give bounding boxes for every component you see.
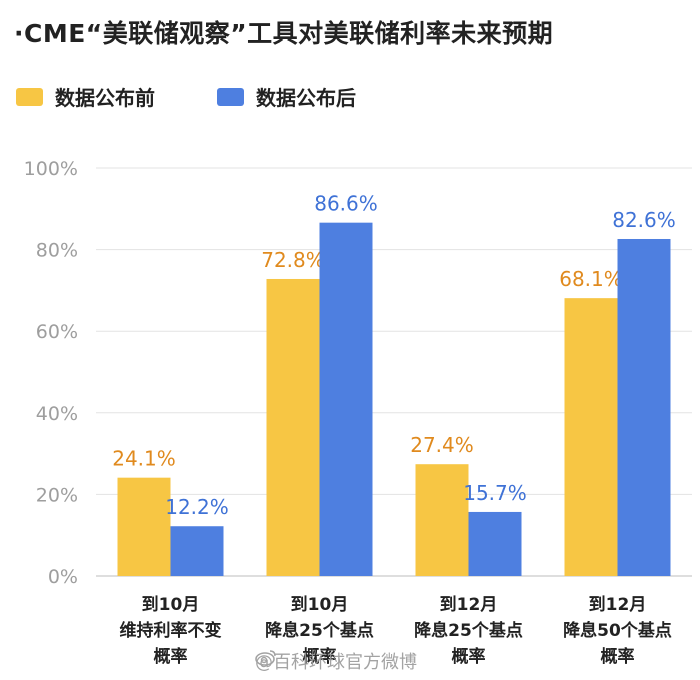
x-tick-label: 概率: [303, 646, 337, 667]
weibo-logo-icon: [255, 650, 276, 666]
x-tick-label: 概率: [154, 646, 188, 667]
legend-item-after: 数据公布后: [217, 82, 356, 111]
data-label: 68.1%: [559, 267, 623, 291]
data-label: 27.4%: [410, 433, 474, 457]
x-tick-label: 降息50个基点: [563, 620, 672, 641]
y-tick-label: 40%: [36, 403, 78, 425]
x-tick-label: 到12月: [589, 595, 647, 615]
chart-title: ·CME“美联储观察”工具对美联储利率未来预期: [14, 19, 554, 48]
bar: [617, 238, 671, 576]
x-tick-label: 到12月: [440, 595, 498, 615]
data-label: 12.2%: [165, 495, 229, 519]
x-tick-label: 到10月: [142, 595, 200, 615]
legend: 数据公布前 数据公布后: [16, 82, 418, 111]
data-label: 86.6%: [314, 192, 378, 216]
legend-label-before: 数据公布前: [55, 86, 155, 110]
y-tick-label: 80%: [36, 240, 78, 262]
bar: [117, 477, 171, 576]
y-tick-label: 100%: [24, 158, 78, 180]
bar: [170, 526, 224, 576]
bar: [468, 511, 522, 576]
x-tick-label: 降息25个基点: [265, 620, 374, 641]
y-tick-label: 20%: [36, 484, 78, 506]
y-tick-label: 60%: [36, 321, 78, 343]
data-label: 82.6%: [612, 208, 676, 232]
legend-label-after: 数据公布后: [256, 86, 356, 110]
data-label: 15.7%: [463, 481, 527, 505]
data-label: 72.8%: [261, 248, 325, 272]
bar: [266, 278, 320, 576]
bar: [319, 222, 373, 576]
x-tick-label: 维持利率不变: [120, 620, 222, 641]
legend-item-before: 数据公布前: [16, 82, 155, 111]
x-tick-label: 概率: [601, 646, 635, 667]
legend-swatch-after: [217, 87, 244, 106]
x-tick-label: 降息25个基点: [414, 620, 523, 641]
x-tick-label: 到10月: [291, 595, 349, 615]
y-tick-label: 0%: [48, 566, 78, 588]
legend-swatch-before: [16, 87, 43, 106]
watermark: @百科环球官方微博: [255, 648, 417, 674]
bar: [564, 298, 618, 576]
data-label: 24.1%: [112, 447, 176, 471]
watermark-text: @百科环球官方微博: [255, 652, 417, 673]
bar: [415, 464, 469, 576]
x-tick-label: 概率: [452, 646, 486, 667]
